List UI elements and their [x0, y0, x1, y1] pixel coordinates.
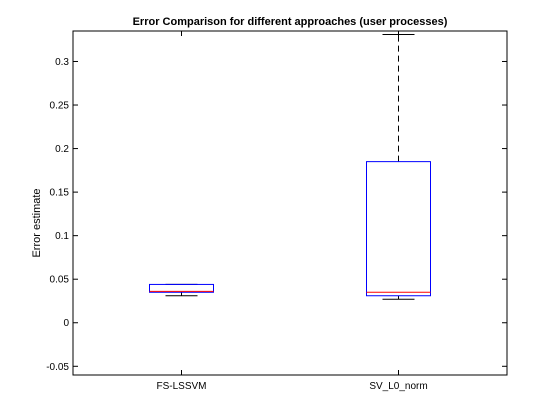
plot-area: -0.05 0 0.05 0.1 0.15 0.2 0.25 0.3 FS-LSSVM SV_L0…: [46, 30, 508, 392]
x-tick-label: SV_L0_norm: [369, 381, 427, 392]
y-tick-label: 0: [63, 318, 69, 329]
y-tick-label: 0.2: [55, 144, 69, 155]
axes-frame: [72, 30, 508, 376]
y-tick-label: 0.15: [50, 188, 70, 199]
x-tick-label: FS-LSSVM: [156, 381, 206, 392]
y-tick-label: 0.1: [55, 231, 69, 242]
y-tick-label: 0.3: [55, 57, 69, 68]
box: [366, 161, 431, 297]
y-tick-label: 0.25: [50, 101, 70, 112]
y-axis-label: Error estimate: [31, 188, 43, 257]
chart-title: Error Comparison for different approache…: [133, 16, 448, 28]
y-tick-label: -0.05: [46, 362, 69, 373]
y-tick-label: 0.05: [50, 275, 70, 286]
box: [149, 283, 214, 293]
